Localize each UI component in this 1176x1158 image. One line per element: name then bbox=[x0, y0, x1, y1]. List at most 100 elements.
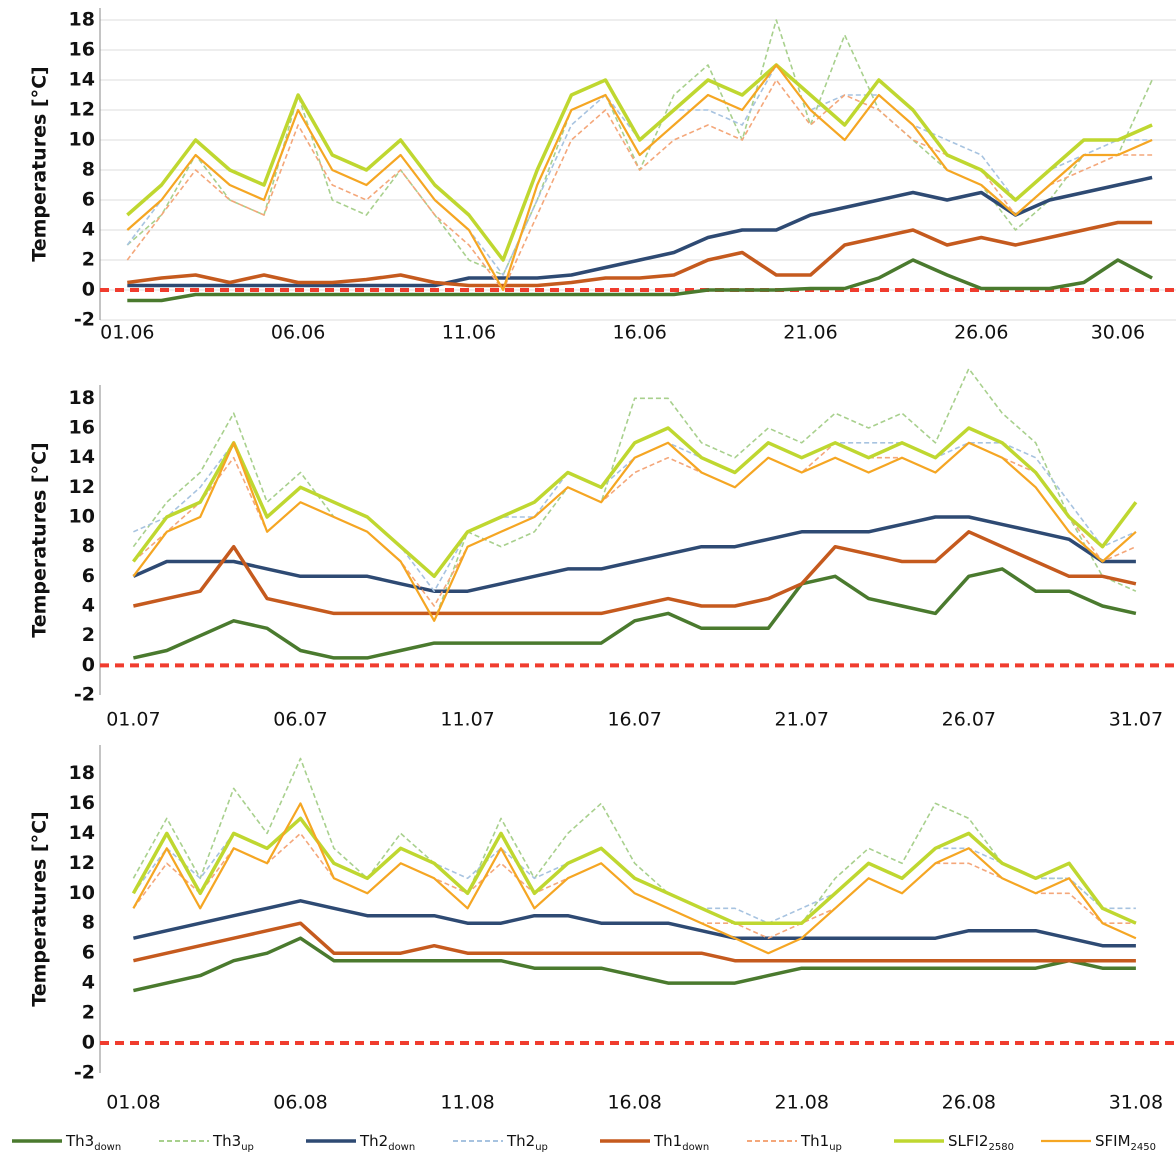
legend-sub: down bbox=[94, 1142, 121, 1153]
legend-label: Th3down bbox=[65, 1132, 121, 1154]
y-tick-label: 6 bbox=[82, 942, 95, 964]
x-tick-label: 01.07 bbox=[106, 709, 160, 731]
y-tick-label: 6 bbox=[82, 189, 95, 211]
y-tick-label: -2 bbox=[74, 1062, 95, 1084]
y-tick-label: 8 bbox=[82, 535, 95, 557]
y-tick-label: 14 bbox=[69, 446, 95, 468]
series-line bbox=[132, 757, 1137, 924]
x-tick-label: 01.06 bbox=[100, 322, 154, 344]
y-tick-label: 14 bbox=[69, 69, 95, 91]
x-tick-label: 26.08 bbox=[942, 1092, 996, 1114]
legend-name: Th1 bbox=[800, 1132, 829, 1150]
legend-sub: up bbox=[535, 1142, 548, 1153]
legend-label: Th2up bbox=[506, 1132, 548, 1154]
y-tick-label: 2 bbox=[82, 249, 95, 271]
series-line bbox=[133, 936, 1136, 993]
y-tick-label: 12 bbox=[69, 476, 95, 498]
y-tick-label: 16 bbox=[69, 792, 95, 814]
x-tick-label: 31.08 bbox=[1109, 1092, 1163, 1114]
legend-sub: up bbox=[241, 1142, 254, 1153]
x-tick-label: 21.08 bbox=[775, 1092, 829, 1114]
y-tick-label: -2 bbox=[74, 309, 95, 331]
series-line bbox=[126, 19, 1153, 276]
y-tick-label: 18 bbox=[69, 762, 95, 784]
legend-label: Th1up bbox=[800, 1132, 842, 1154]
y-tick-label: 2 bbox=[82, 624, 95, 646]
series-line bbox=[132, 515, 1136, 593]
legend-label: Th3up bbox=[212, 1132, 254, 1154]
y-tick-label: 0 bbox=[82, 654, 95, 676]
series-line bbox=[126, 63, 1153, 262]
legend-name: Th1 bbox=[653, 1132, 682, 1150]
x-tick-label: 11.07 bbox=[440, 709, 494, 731]
series-line bbox=[131, 816, 1137, 925]
legend-label: Th1down bbox=[653, 1132, 709, 1154]
x-tick-label: 31.07 bbox=[1109, 709, 1163, 731]
y-tick-label: 8 bbox=[82, 912, 95, 934]
x-tick-label: 06.07 bbox=[273, 709, 327, 731]
y-axis-title: Temperatures [°C] bbox=[29, 811, 51, 1006]
y-tick-label: 12 bbox=[69, 852, 95, 874]
series-line bbox=[132, 802, 1137, 955]
y-tick-label: 18 bbox=[69, 9, 95, 31]
series-line bbox=[127, 220, 1153, 288]
legend-sub: 2450 bbox=[1131, 1142, 1156, 1153]
legend-name: Th2 bbox=[359, 1132, 388, 1150]
legend-name: Th3 bbox=[212, 1132, 241, 1150]
y-axis-title: Temperatures [°C] bbox=[29, 442, 51, 637]
x-tick-label: 11.06 bbox=[442, 322, 496, 344]
y-tick-label: 10 bbox=[69, 506, 95, 528]
series-line bbox=[132, 367, 1137, 622]
series-line bbox=[133, 899, 1136, 948]
legend-sub: 2580 bbox=[988, 1142, 1013, 1153]
x-tick-label: 01.08 bbox=[106, 1092, 160, 1114]
legend-sub: up bbox=[829, 1142, 842, 1153]
y-tick-label: 0 bbox=[82, 1032, 95, 1054]
x-tick-label: 30.06 bbox=[1091, 322, 1145, 344]
legend-name: SLFI2 bbox=[948, 1132, 988, 1150]
legend-name: SFIM bbox=[1095, 1132, 1131, 1150]
y-tick-label: 10 bbox=[69, 882, 95, 904]
y-tick-label: 14 bbox=[69, 822, 95, 844]
legend-name: Th2 bbox=[506, 1132, 535, 1150]
y-tick-label: 12 bbox=[69, 99, 95, 121]
x-tick-label: 21.07 bbox=[775, 709, 829, 731]
y-tick-label: -2 bbox=[74, 684, 95, 706]
series-line bbox=[132, 442, 1137, 607]
x-tick-label: 06.06 bbox=[271, 322, 325, 344]
series-line bbox=[132, 441, 1137, 622]
y-tick-label: 16 bbox=[69, 417, 95, 439]
y-tick-label: 6 bbox=[82, 565, 95, 587]
y-tick-label: 4 bbox=[82, 595, 95, 617]
series-line bbox=[127, 175, 1153, 288]
x-tick-label: 26.06 bbox=[954, 322, 1008, 344]
series-line bbox=[127, 258, 1153, 303]
legend-name: Th3 bbox=[65, 1132, 94, 1150]
legend-label: SLFI22580 bbox=[948, 1132, 1014, 1154]
y-tick-label: 10 bbox=[69, 129, 95, 151]
legend-sub: down bbox=[682, 1142, 709, 1153]
y-tick-label: 8 bbox=[82, 159, 95, 181]
y-tick-label: 2 bbox=[82, 1002, 95, 1024]
y-axis-title: Temperatures [°C] bbox=[29, 66, 51, 261]
x-tick-label: 06.08 bbox=[273, 1092, 327, 1114]
y-tick-label: 16 bbox=[69, 39, 95, 61]
legend-sub: down bbox=[388, 1142, 415, 1153]
series-line bbox=[133, 530, 1137, 616]
x-tick-label: 16.07 bbox=[607, 709, 661, 731]
y-tick-label: 18 bbox=[69, 387, 95, 409]
x-tick-label: 21.06 bbox=[783, 322, 837, 344]
legend-label: SFIM2450 bbox=[1095, 1132, 1156, 1154]
legend-label: Th2down bbox=[359, 1132, 415, 1154]
series-line bbox=[133, 921, 1136, 963]
series-line bbox=[126, 63, 1153, 292]
x-tick-label: 16.08 bbox=[607, 1092, 661, 1114]
series-line bbox=[132, 426, 1138, 579]
series-line bbox=[133, 567, 1137, 660]
x-tick-label: 11.08 bbox=[440, 1092, 494, 1114]
x-tick-label: 16.06 bbox=[613, 322, 667, 344]
y-tick-label: 0 bbox=[82, 279, 95, 301]
y-tick-label: 4 bbox=[82, 219, 95, 241]
y-tick-label: 4 bbox=[82, 972, 95, 994]
